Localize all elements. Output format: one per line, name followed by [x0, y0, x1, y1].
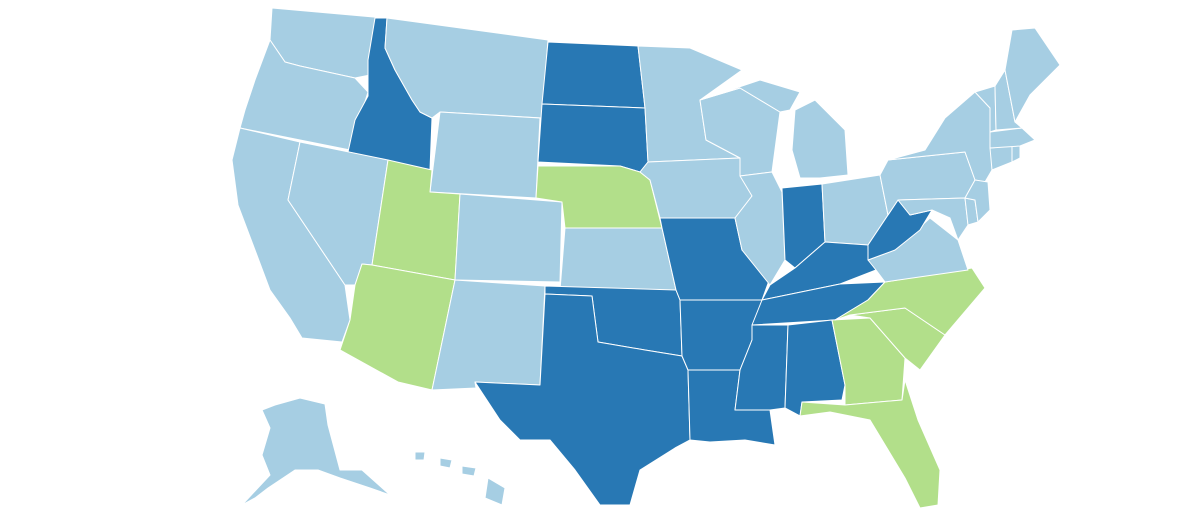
state-kentucky[interactable] [761, 241, 877, 301]
hawaii-island-big[interactable] [484, 477, 506, 506]
state-new-hampshire[interactable] [994, 69, 1023, 131]
state-wyoming[interactable] [429, 111, 541, 199]
state-south-dakota[interactable] [537, 103, 649, 173]
state-north-dakota[interactable] [541, 41, 646, 109]
state-vermont[interactable] [974, 85, 997, 133]
hawaii-island-kauai[interactable] [414, 451, 426, 461]
state-alaska[interactable] [241, 397, 391, 506]
state-michigan[interactable] [699, 79, 849, 179]
state-texas[interactable] [474, 293, 691, 506]
states-layer [231, 7, 1061, 509]
state-colorado[interactable] [454, 193, 563, 283]
state-connecticut[interactable] [989, 145, 1013, 171]
state-new-jersey[interactable] [964, 179, 991, 223]
state-hawaii[interactable] [414, 451, 506, 506]
state-maine[interactable] [1004, 27, 1061, 123]
hawaii-island-oahu[interactable] [439, 457, 453, 469]
state-florida[interactable] [799, 379, 941, 509]
state-kansas[interactable] [559, 227, 677, 291]
state-rhode-island[interactable] [1011, 145, 1021, 163]
hawaii-island-maui[interactable] [461, 465, 477, 477]
state-north-carolina[interactable] [834, 267, 986, 336]
state-massachusetts[interactable] [989, 127, 1036, 149]
